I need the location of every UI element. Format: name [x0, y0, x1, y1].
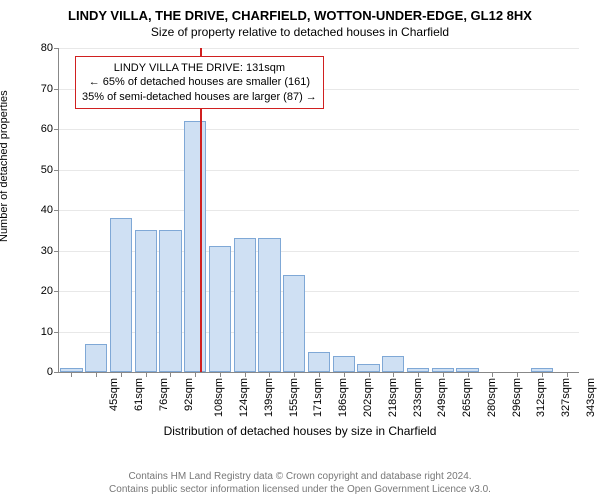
- xtick-label: 233sqm: [412, 378, 424, 417]
- histogram-bar: [333, 356, 355, 372]
- xtick-mark: [269, 372, 270, 377]
- ytick-label: 20: [25, 285, 53, 297]
- ytick-mark: [54, 48, 59, 49]
- annotation-line: 35% of semi-detached houses are larger (…: [82, 90, 317, 104]
- ytick-label: 80: [25, 42, 53, 54]
- xtick-label: 45sqm: [108, 378, 120, 411]
- ytick-mark: [54, 170, 59, 171]
- xtick-label: 171sqm: [313, 378, 325, 417]
- xtick-mark: [245, 372, 246, 377]
- xtick-label: 108sqm: [214, 378, 226, 417]
- xtick-mark: [170, 372, 171, 377]
- ytick-mark: [54, 251, 59, 252]
- xtick-label: 202sqm: [362, 378, 374, 417]
- footer-line-1: Contains HM Land Registry data © Crown c…: [0, 471, 600, 484]
- xtick-mark: [418, 372, 419, 377]
- xtick-mark: [542, 372, 543, 377]
- ytick-label: 50: [25, 164, 53, 176]
- ytick-label: 70: [25, 83, 53, 95]
- ytick-mark: [54, 291, 59, 292]
- xtick-mark: [121, 372, 122, 377]
- ytick-mark: [54, 372, 59, 373]
- xtick-label: 139sqm: [263, 378, 275, 417]
- histogram-bar: [234, 238, 256, 372]
- page-subtitle: Size of property relative to detached ho…: [0, 23, 600, 39]
- histogram-bar: [135, 230, 157, 372]
- annotation-line: LINDY VILLA THE DRIVE: 131sqm: [82, 61, 317, 75]
- histogram-bar: [159, 230, 181, 372]
- xtick-mark: [195, 372, 196, 377]
- xtick-mark: [319, 372, 320, 377]
- ytick-mark: [54, 89, 59, 90]
- histogram-bar: [184, 121, 206, 372]
- histogram-bar: [283, 275, 305, 372]
- xtick-label: 61sqm: [133, 378, 145, 411]
- ytick-label: 60: [25, 123, 53, 135]
- xtick-label: 280sqm: [486, 378, 498, 417]
- xtick-mark: [146, 372, 147, 377]
- xtick-label: 249sqm: [436, 378, 448, 417]
- ytick-label: 10: [25, 326, 53, 338]
- xtick-mark: [369, 372, 370, 377]
- ytick-mark: [54, 332, 59, 333]
- x-axis-label: Distribution of detached houses by size …: [0, 424, 600, 438]
- grid-line: [59, 170, 579, 171]
- annotation-line: ← 65% of detached houses are smaller (16…: [82, 75, 317, 89]
- xtick-mark: [567, 372, 568, 377]
- ytick-label: 30: [25, 245, 53, 257]
- xtick-mark: [344, 372, 345, 377]
- xtick-label: 155sqm: [288, 378, 300, 417]
- xtick-mark: [96, 372, 97, 377]
- y-axis-label: Number of detached properties: [0, 90, 10, 242]
- xtick-label: 218sqm: [387, 378, 399, 417]
- histogram-bar: [382, 356, 404, 372]
- plot-area: 0102030405060708045sqm61sqm76sqm92sqm108…: [58, 48, 579, 373]
- xtick-label: 186sqm: [337, 378, 349, 417]
- xtick-label: 312sqm: [535, 378, 547, 417]
- attribution-text: Contains HM Land Registry data © Crown c…: [0, 471, 600, 496]
- ytick-label: 0: [25, 366, 53, 378]
- xtick-label: 76sqm: [158, 378, 170, 411]
- xtick-label: 92sqm: [183, 378, 195, 411]
- xtick-mark: [294, 372, 295, 377]
- xtick-label: 265sqm: [461, 378, 473, 417]
- xtick-label: 343sqm: [585, 378, 597, 417]
- grid-line: [59, 210, 579, 211]
- xtick-mark: [393, 372, 394, 377]
- xtick-label: 327sqm: [560, 378, 572, 417]
- xtick-mark: [443, 372, 444, 377]
- chart-container: Number of detached properties 0102030405…: [0, 42, 600, 442]
- page-title: LINDY VILLA, THE DRIVE, CHARFIELD, WOTTO…: [0, 0, 600, 23]
- grid-line: [59, 129, 579, 130]
- ytick-label: 40: [25, 204, 53, 216]
- grid-line: [59, 48, 579, 49]
- ytick-mark: [54, 210, 59, 211]
- annotation-box: LINDY VILLA THE DRIVE: 131sqm← 65% of de…: [75, 56, 324, 109]
- xtick-label: 296sqm: [511, 378, 523, 417]
- histogram-bar: [357, 364, 379, 372]
- histogram-bar: [110, 218, 132, 372]
- xtick-mark: [492, 372, 493, 377]
- xtick-mark: [517, 372, 518, 377]
- xtick-mark: [468, 372, 469, 377]
- histogram-bar: [258, 238, 280, 372]
- ytick-mark: [54, 129, 59, 130]
- xtick-mark: [71, 372, 72, 377]
- histogram-bar: [85, 344, 107, 372]
- xtick-label: 124sqm: [238, 378, 250, 417]
- footer-line-2: Contains public sector information licen…: [0, 484, 600, 497]
- histogram-bar: [308, 352, 330, 372]
- xtick-mark: [220, 372, 221, 377]
- histogram-bar: [209, 246, 231, 372]
